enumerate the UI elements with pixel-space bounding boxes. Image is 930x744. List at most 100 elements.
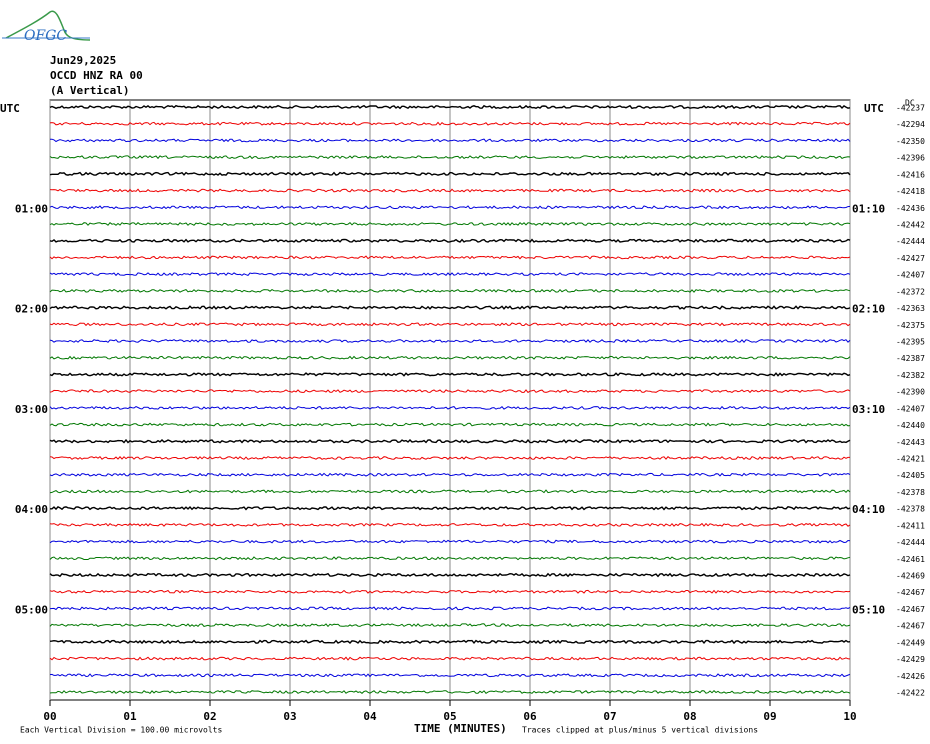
trace bbox=[50, 505, 851, 511]
trace bbox=[49, 673, 851, 678]
offset-label: -42427 bbox=[896, 254, 925, 263]
offset-label: -42421 bbox=[896, 455, 925, 464]
trace bbox=[49, 572, 851, 578]
row-time-label: UTC bbox=[864, 102, 884, 115]
offset-label: -42396 bbox=[896, 154, 925, 163]
trace bbox=[49, 623, 851, 628]
row-time-label: 02:10 bbox=[852, 303, 885, 316]
offset-label: -42469 bbox=[896, 572, 925, 581]
offset-label: -42436 bbox=[896, 204, 925, 213]
x-tick-label: 03 bbox=[283, 710, 296, 723]
offset-label: -42467 bbox=[896, 605, 925, 614]
offset-label: -42449 bbox=[896, 638, 925, 647]
logo-text: OFGC bbox=[24, 28, 67, 44]
row-time-label: 01:00 bbox=[15, 202, 48, 215]
x-tick-label: 02 bbox=[203, 710, 216, 723]
trace bbox=[49, 639, 851, 645]
offset-label: -42395 bbox=[896, 338, 925, 347]
trace bbox=[49, 656, 851, 661]
trace bbox=[49, 489, 851, 494]
x-tick-label: 09 bbox=[763, 710, 776, 723]
trace bbox=[49, 322, 851, 327]
offset-label: -42411 bbox=[896, 521, 925, 530]
footnote: Each Vertical Division = 100.00 microvol… bbox=[20, 726, 222, 735]
offset-label: -42237 bbox=[896, 104, 925, 113]
trace bbox=[49, 606, 851, 611]
trace bbox=[49, 372, 851, 377]
trace bbox=[49, 522, 851, 527]
row-time-label: 03:10 bbox=[852, 403, 885, 416]
offset-label: -42418 bbox=[896, 187, 925, 196]
trace bbox=[49, 138, 851, 143]
row-time-label: UTC bbox=[0, 102, 20, 115]
offset-label: -42378 bbox=[896, 488, 925, 497]
trace bbox=[49, 238, 851, 243]
offset-label: -42350 bbox=[896, 137, 925, 146]
trace bbox=[49, 155, 851, 160]
trace bbox=[49, 121, 851, 126]
trace bbox=[49, 455, 850, 460]
offset-label: -42407 bbox=[896, 271, 925, 280]
row-time-label: 04:10 bbox=[852, 503, 885, 516]
x-tick-label: 01 bbox=[123, 710, 137, 723]
trace bbox=[49, 422, 851, 427]
footnote: Traces clipped at plus/minus 5 vertical … bbox=[522, 726, 758, 735]
offset-label: -42467 bbox=[896, 622, 925, 631]
trace bbox=[49, 389, 851, 394]
row-time-label: 01:10 bbox=[852, 202, 885, 215]
offset-label: -42444 bbox=[896, 237, 925, 246]
x-axis-label: TIME (MINUTES) bbox=[414, 722, 507, 735]
row-time-label: 02:00 bbox=[15, 303, 48, 316]
x-tick-label: 07 bbox=[603, 710, 616, 723]
offset-unit: DC bbox=[905, 99, 915, 108]
offset-label: -42405 bbox=[896, 471, 925, 480]
x-tick-label: 08 bbox=[683, 710, 696, 723]
trace bbox=[49, 690, 851, 694]
offset-label: -42422 bbox=[896, 689, 925, 698]
trace bbox=[49, 405, 851, 410]
x-tick-label: 00 bbox=[43, 710, 56, 723]
trace bbox=[49, 556, 851, 561]
trace bbox=[49, 104, 851, 110]
trace bbox=[49, 438, 851, 444]
trace bbox=[49, 188, 851, 193]
x-tick-label: 05 bbox=[443, 710, 456, 723]
offset-label: -42382 bbox=[896, 371, 925, 380]
x-tick-label: 10 bbox=[843, 710, 856, 723]
x-tick-label: 04 bbox=[363, 710, 377, 723]
row-time-label: 05:10 bbox=[852, 603, 885, 616]
offset-label: -42416 bbox=[896, 170, 925, 179]
row-time-label: 03:00 bbox=[15, 403, 48, 416]
offset-label: -42442 bbox=[896, 221, 925, 230]
offset-label: -42467 bbox=[896, 588, 925, 597]
offset-label: -42440 bbox=[896, 421, 925, 430]
offset-label: -42375 bbox=[896, 321, 925, 330]
offset-label: -42363 bbox=[896, 304, 925, 313]
trace bbox=[49, 255, 851, 260]
logo-curve bbox=[5, 10, 91, 41]
trace bbox=[49, 221, 851, 226]
trace bbox=[49, 472, 851, 477]
offset-label: -42390 bbox=[896, 388, 925, 397]
header-line: Jun29,2025 bbox=[50, 54, 116, 67]
trace bbox=[49, 171, 851, 177]
header-line: (A Vertical) bbox=[50, 84, 129, 97]
row-time-label: 04:00 bbox=[15, 503, 48, 516]
offset-label: -42378 bbox=[896, 505, 925, 514]
offset-label: -42444 bbox=[896, 538, 925, 547]
header-line: OCCD HNZ RA 00 bbox=[50, 69, 143, 82]
offset-label: -42294 bbox=[896, 120, 925, 129]
trace bbox=[49, 272, 851, 277]
trace bbox=[49, 539, 851, 544]
trace bbox=[49, 339, 851, 343]
trace bbox=[49, 205, 851, 210]
trace bbox=[49, 589, 851, 594]
trace bbox=[49, 288, 851, 293]
offset-label: -42372 bbox=[896, 287, 925, 296]
offset-label: -42461 bbox=[896, 555, 925, 564]
trace bbox=[49, 355, 851, 360]
row-time-label: 05:00 bbox=[15, 603, 48, 616]
offset-label: -42387 bbox=[896, 354, 925, 363]
offset-label: -42426 bbox=[896, 672, 925, 681]
